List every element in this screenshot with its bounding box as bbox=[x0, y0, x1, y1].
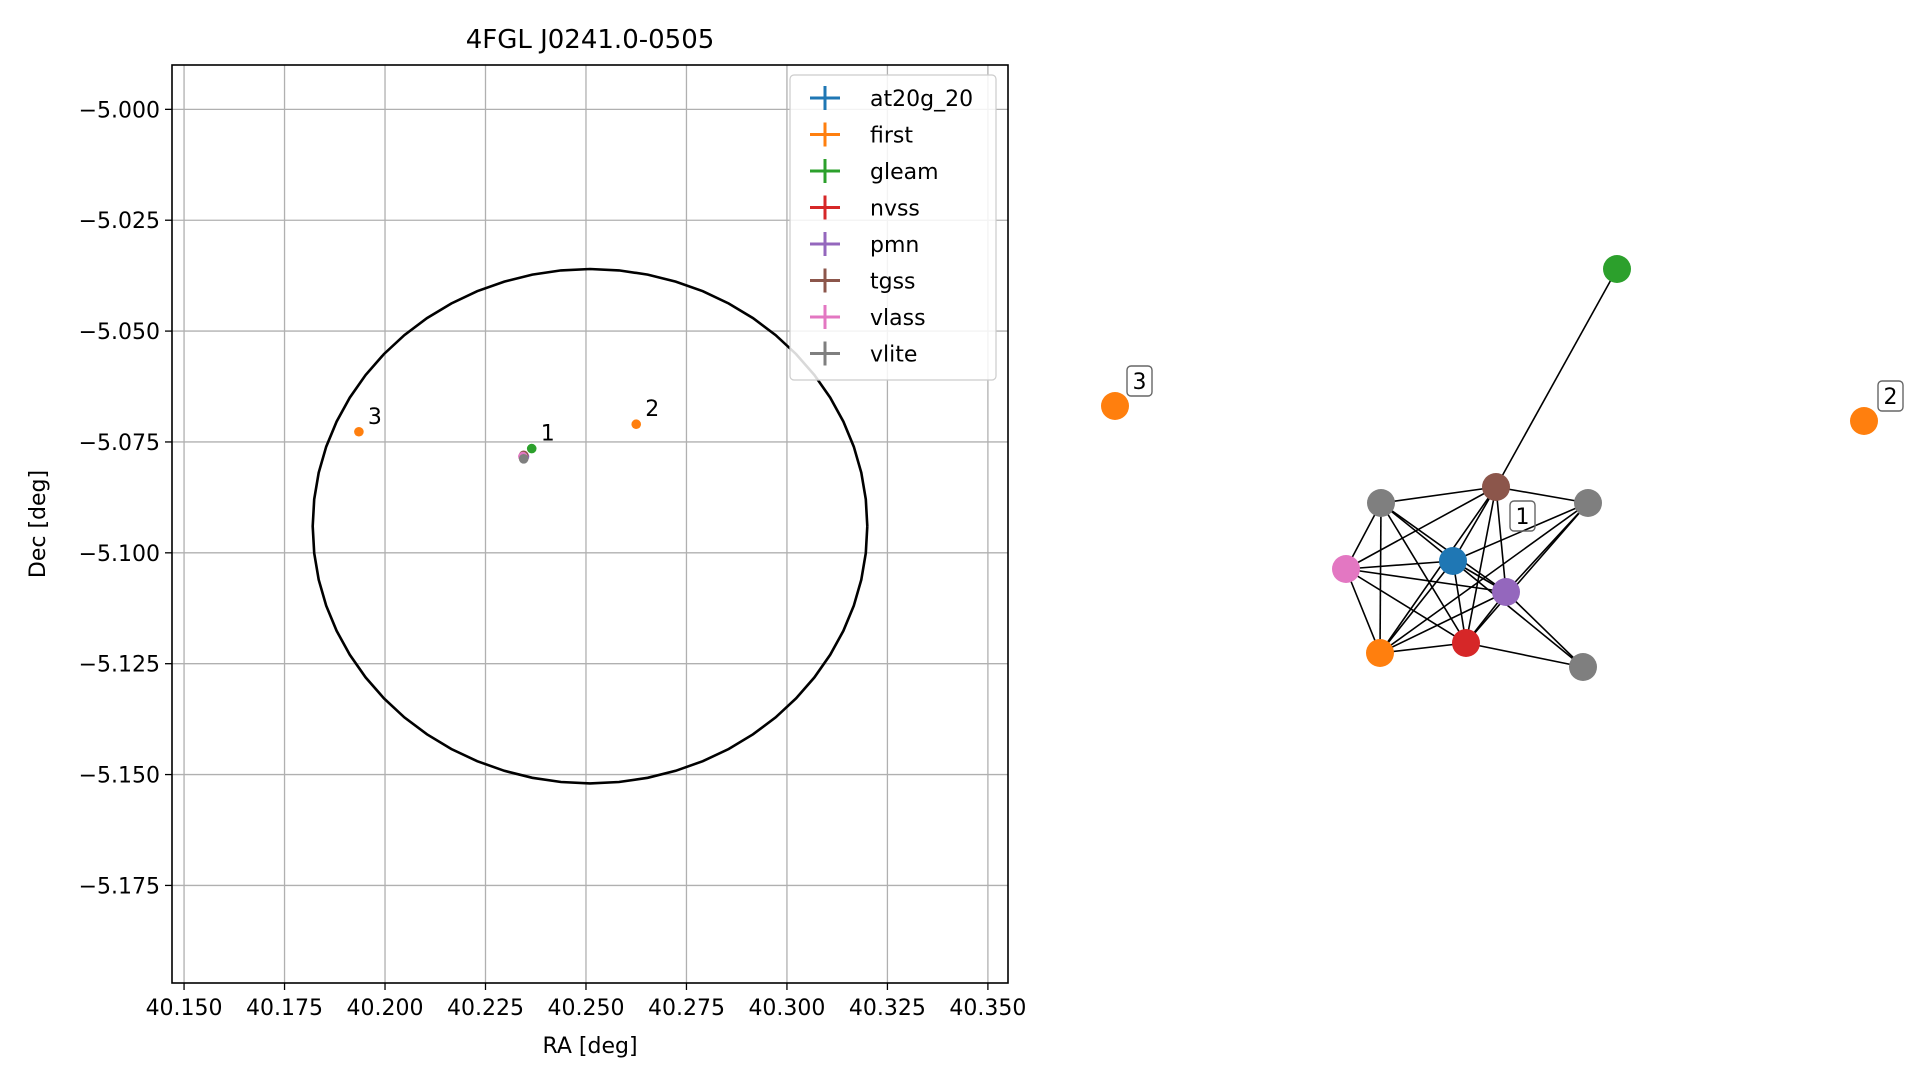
point-label: 1 bbox=[541, 422, 555, 447]
point-annotations: 1 2 3 bbox=[368, 397, 659, 446]
x-axis-ticks: 40.150 40.175 40.200 40.225 40.250 40.275 40.3… bbox=[146, 983, 1026, 1021]
network-panel: 1 2 3 bbox=[1101, 255, 1904, 681]
network-node bbox=[1603, 255, 1631, 283]
network-edge bbox=[1465, 502, 1589, 644]
point-first bbox=[354, 426, 364, 437]
network-edge bbox=[1452, 502, 1589, 562]
network-edge bbox=[1380, 502, 1467, 644]
data-points bbox=[354, 419, 642, 464]
legend-label-first: first bbox=[870, 124, 913, 149]
network-label: 3 bbox=[1133, 370, 1147, 395]
y-tick-label: −5.050 bbox=[79, 320, 160, 345]
y-tick-label: −5.025 bbox=[79, 209, 160, 234]
network-node bbox=[1452, 629, 1480, 657]
x-axis-label: RA [deg] bbox=[542, 1034, 637, 1059]
network-edge bbox=[1379, 560, 1454, 654]
y-tick-label: −5.075 bbox=[79, 431, 160, 456]
x-tick-label: 40.275 bbox=[648, 996, 725, 1021]
network-edge bbox=[1345, 568, 1467, 644]
network-edge bbox=[1345, 568, 1381, 654]
x-tick-label: 40.200 bbox=[347, 996, 424, 1021]
grid-lines bbox=[172, 65, 1008, 983]
network-edge bbox=[1380, 486, 1497, 504]
network-node bbox=[1574, 489, 1602, 517]
legend-label-vlite: vlite bbox=[870, 343, 917, 368]
x-tick-label: 40.250 bbox=[547, 996, 624, 1021]
legend-label-pmn: pmn bbox=[870, 233, 919, 258]
error-ellipse bbox=[311, 267, 869, 785]
legend-label-tgss: tgss bbox=[870, 270, 916, 295]
network-edge bbox=[1505, 502, 1589, 593]
network-nodes bbox=[1101, 255, 1878, 681]
network-edge bbox=[1380, 502, 1454, 562]
x-tick-label: 40.300 bbox=[748, 996, 825, 1021]
y-tick-label: −5.000 bbox=[79, 98, 160, 123]
x-tick-label: 40.325 bbox=[849, 996, 926, 1021]
scatter-panel: 1 2 3 40.150 40.175 40.200 40.225 40.250 40.275… bbox=[26, 25, 1026, 1059]
network-edge bbox=[1379, 502, 1589, 654]
network-node bbox=[1366, 639, 1394, 667]
y-axis-ticks: −5.000 −5.025 −5.050 −5.075 −5.100 −5.125 −5.1… bbox=[79, 98, 172, 899]
network-edge bbox=[1379, 591, 1507, 654]
y-tick-label: −5.175 bbox=[79, 874, 160, 899]
network-edges bbox=[1345, 268, 1618, 668]
point-label: 3 bbox=[368, 405, 382, 430]
network-label-box bbox=[1509, 500, 1536, 532]
legend-label-nvss: nvss bbox=[870, 197, 920, 222]
x-tick-label: 40.175 bbox=[246, 996, 323, 1021]
x-tick-label: 40.150 bbox=[146, 996, 223, 1021]
network-node bbox=[1332, 555, 1360, 583]
network-label: 1 bbox=[1516, 505, 1530, 530]
network-edge bbox=[1345, 486, 1497, 570]
localization-ellipse bbox=[311, 267, 869, 785]
network-edge bbox=[1379, 642, 1467, 654]
point-vlite bbox=[518, 454, 529, 464]
legend-label-gleam: gleam bbox=[870, 160, 939, 185]
point-gleam bbox=[526, 443, 537, 454]
network-edge bbox=[1495, 268, 1618, 488]
network-edge bbox=[1452, 486, 1497, 562]
network-edge bbox=[1345, 568, 1507, 593]
network-label-box bbox=[1877, 380, 1904, 412]
y-tick-label: −5.125 bbox=[79, 653, 160, 678]
legend-label-at20g_20: at20g_20 bbox=[870, 87, 973, 112]
network-node bbox=[1101, 392, 1129, 420]
network-edge bbox=[1345, 560, 1454, 570]
network-node bbox=[1367, 489, 1395, 517]
network-edge bbox=[1465, 486, 1497, 644]
network-label: 2 bbox=[1884, 385, 1898, 410]
network-edge bbox=[1495, 486, 1507, 593]
chart-title: 4FGL J0241.0-0505 bbox=[466, 25, 715, 55]
legend-box bbox=[789, 74, 997, 381]
axes-frame bbox=[171, 64, 1009, 984]
x-tick-label: 40.225 bbox=[447, 996, 524, 1021]
network-label-box bbox=[1126, 365, 1153, 397]
y-tick-label: −5.100 bbox=[79, 542, 160, 567]
network-node bbox=[1850, 407, 1878, 435]
network-edge bbox=[1465, 642, 1584, 668]
point-label: 2 bbox=[645, 397, 659, 422]
y-axis-label: Dec [deg] bbox=[26, 470, 51, 578]
network-edge bbox=[1379, 502, 1382, 654]
x-tick-label: 40.350 bbox=[949, 996, 1026, 1021]
network-node bbox=[1482, 473, 1510, 501]
network-edge bbox=[1379, 486, 1497, 654]
network-edge bbox=[1505, 591, 1584, 668]
point-first bbox=[631, 419, 642, 430]
network-edge bbox=[1495, 486, 1589, 504]
y-tick-label: −5.150 bbox=[79, 764, 160, 789]
network-node bbox=[1492, 578, 1520, 606]
network-node bbox=[1439, 547, 1467, 575]
network-edge bbox=[1452, 560, 1584, 668]
network-node bbox=[1569, 653, 1597, 681]
legend-label-vlass: vlass bbox=[870, 306, 926, 331]
network-labels: 1 2 3 bbox=[1126, 365, 1904, 532]
